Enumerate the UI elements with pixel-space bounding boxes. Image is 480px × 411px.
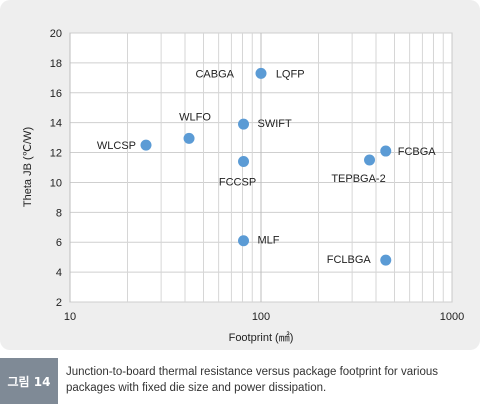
x-axis-label: Footprint (㎟) [229,331,294,344]
y-tick-label: 2 [56,297,62,309]
point-label: MLF [258,235,280,247]
point-label: FCLBGA [327,254,372,266]
point-labels: WLCSP WLFO SWIFT FCCSP MLF CABGA LQFP TEPBGA-2 F… [97,68,436,266]
caption-text: Junction-to-board thermal resistance ver… [66,366,439,394]
figure-number-badge: 그림 14 [0,358,58,404]
point-label: FCBGA [398,146,437,158]
point-label: CABGA [195,68,234,80]
data-point [238,235,250,247]
data-point [255,67,267,79]
data-point [140,139,152,151]
y-tick-label: 8 [56,207,62,219]
y-tick-label: 4 [56,267,62,279]
y-tick-labels: 2 4 6 8 10 12 14 16 18 20 [50,28,62,309]
point-label: LQFP [276,68,305,80]
data-points [140,67,392,266]
data-point [364,154,376,166]
x-tick-label: 10 [64,311,76,323]
data-point [238,156,250,168]
y-tick-label: 20 [50,28,62,40]
y-axis-label: Theta JB (℃/W) [22,127,34,207]
y-tick-label: 16 [50,88,62,100]
data-point [380,254,392,266]
data-point [238,118,250,130]
point-label: FCCSP [219,177,256,189]
data-point [380,145,392,157]
x-tick-labels: 10 100 1000 [64,311,464,323]
scatter-chart: 2 4 6 8 10 12 14 16 18 20 10 100 1000 WLCSP WLFO SWIF… [22,28,464,344]
figure-caption: 그림 14 Junction-to-board thermal resistan… [0,352,480,408]
chart-frame: 2 4 6 8 10 12 14 16 18 20 10 100 1000 WLCSP WLFO SWIF… [0,0,480,350]
data-point [183,132,195,144]
y-tick-label: 14 [50,118,62,130]
point-label: SWIFT [258,118,292,130]
point-label: WLFO [179,111,211,123]
point-label: WLCSP [97,140,136,152]
y-tick-label: 10 [50,177,62,189]
y-tick-label: 18 [50,58,62,70]
x-tick-label: 1000 [440,311,464,323]
x-tick-label: 100 [252,311,270,323]
y-tick-label: 12 [50,148,62,160]
point-label: TEPBGA-2 [331,173,385,185]
y-tick-label: 6 [56,237,62,249]
